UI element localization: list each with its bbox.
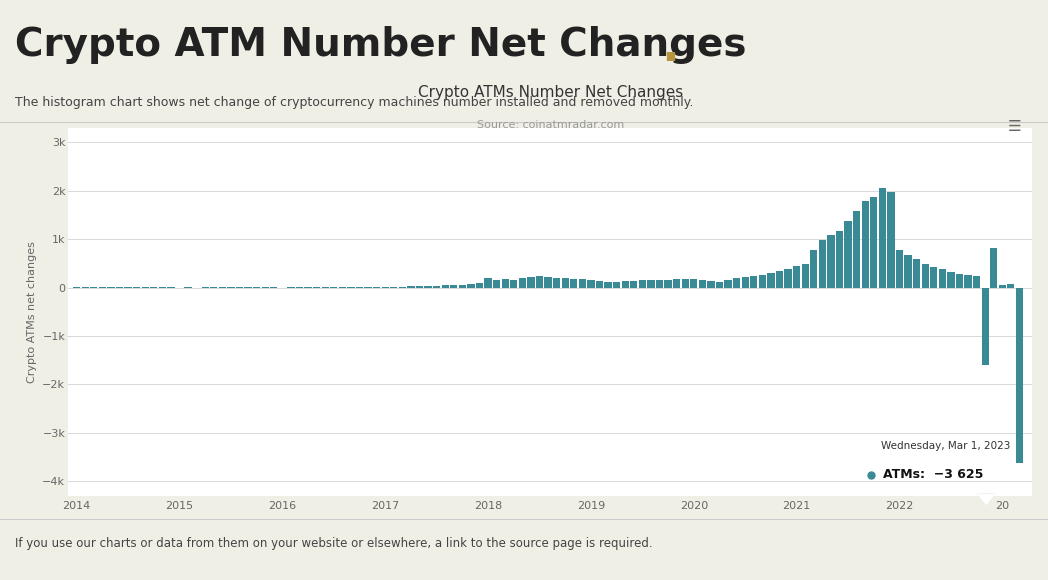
Bar: [527, 277, 534, 288]
Bar: [621, 281, 629, 288]
Bar: [759, 275, 766, 288]
Bar: [853, 211, 860, 288]
Bar: [716, 282, 723, 288]
Bar: [536, 276, 543, 288]
Text: ATMs:  −3 625: ATMs: −3 625: [883, 468, 984, 481]
Bar: [570, 278, 577, 288]
Bar: [861, 201, 869, 288]
Bar: [673, 280, 680, 288]
Bar: [1016, 288, 1023, 463]
Bar: [990, 248, 998, 288]
Bar: [519, 278, 526, 288]
Bar: [630, 281, 637, 288]
Bar: [939, 269, 946, 288]
Bar: [956, 274, 963, 288]
Bar: [930, 267, 937, 288]
Bar: [656, 281, 663, 288]
Bar: [845, 220, 852, 288]
Bar: [502, 280, 509, 288]
Bar: [878, 188, 886, 288]
Bar: [964, 275, 971, 288]
Title: Crypto ATMs Number Net Changes: Crypto ATMs Number Net Changes: [417, 85, 683, 100]
Bar: [888, 191, 895, 288]
Bar: [999, 285, 1006, 288]
Bar: [578, 279, 586, 288]
Bar: [827, 235, 834, 288]
Text: The histogram chart shows net change of cryptocurrency machines number installed: The histogram chart shows net change of …: [15, 96, 693, 108]
Y-axis label: Crypto ATMs net changes: Crypto ATMs net changes: [27, 241, 37, 383]
Bar: [467, 284, 475, 288]
Bar: [733, 278, 740, 288]
Text: ☰: ☰: [1008, 119, 1022, 134]
Bar: [681, 278, 689, 288]
Bar: [596, 281, 603, 288]
Bar: [699, 280, 706, 288]
Bar: [904, 255, 912, 288]
Bar: [433, 286, 440, 288]
Bar: [544, 277, 551, 288]
Bar: [664, 280, 672, 288]
Bar: [424, 286, 432, 288]
Bar: [982, 288, 988, 365]
Text: .: .: [661, 26, 679, 71]
Bar: [441, 285, 449, 288]
Bar: [913, 259, 920, 288]
Bar: [459, 285, 466, 288]
Bar: [1007, 284, 1014, 288]
Bar: [724, 281, 732, 288]
Bar: [973, 276, 980, 288]
Bar: [476, 283, 483, 288]
Bar: [493, 281, 500, 288]
Bar: [784, 269, 791, 288]
Bar: [390, 287, 397, 288]
Bar: [451, 285, 457, 288]
Bar: [381, 287, 389, 288]
Bar: [836, 231, 843, 288]
Bar: [921, 264, 929, 288]
Bar: [408, 287, 415, 288]
Text: If you use our charts or data from them on your website or elsewhere, a link to : If you use our charts or data from them …: [15, 536, 652, 549]
Bar: [613, 282, 620, 288]
Bar: [707, 281, 715, 288]
Bar: [398, 287, 406, 288]
Bar: [605, 282, 612, 288]
Text: Wednesday, Mar 1, 2023: Wednesday, Mar 1, 2023: [881, 441, 1010, 451]
Bar: [484, 278, 492, 288]
Bar: [587, 281, 594, 288]
Bar: [638, 280, 646, 288]
Bar: [373, 287, 380, 288]
Bar: [947, 271, 955, 288]
Bar: [742, 277, 749, 288]
Bar: [648, 280, 655, 288]
Bar: [896, 250, 903, 288]
Bar: [416, 286, 423, 288]
Bar: [818, 240, 826, 288]
Bar: [870, 197, 877, 288]
Bar: [767, 273, 774, 288]
Bar: [810, 250, 817, 288]
Text: Source: coinatmradar.com: Source: coinatmradar.com: [477, 120, 624, 130]
Bar: [562, 278, 569, 288]
Bar: [750, 276, 758, 288]
Bar: [553, 278, 561, 288]
Bar: [793, 266, 801, 288]
Bar: [802, 264, 809, 288]
Bar: [691, 279, 697, 288]
Text: Crypto ATM Number Net Changes: Crypto ATM Number Net Changes: [15, 26, 746, 64]
Bar: [776, 271, 783, 288]
Bar: [510, 280, 518, 288]
